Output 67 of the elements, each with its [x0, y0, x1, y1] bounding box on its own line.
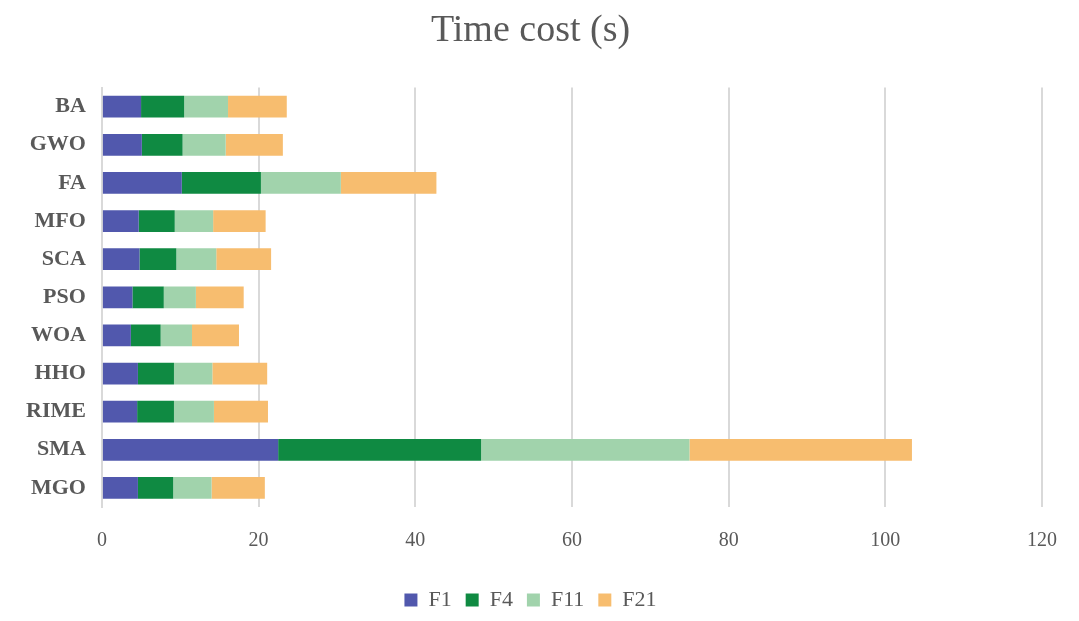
bar — [278, 438, 482, 461]
y-tick-label: FA — [58, 168, 86, 194]
bar — [137, 362, 174, 385]
x-tick-label: 100 — [870, 528, 901, 551]
bar — [130, 324, 161, 347]
bar — [213, 210, 266, 232]
bar — [102, 210, 139, 232]
bar — [182, 133, 226, 156]
x-tick-label: 20 — [248, 528, 269, 551]
bar — [102, 438, 279, 461]
bar — [102, 324, 131, 347]
bar — [132, 286, 164, 309]
bar — [181, 172, 261, 194]
bar — [174, 210, 214, 232]
bar — [216, 248, 272, 271]
bar — [176, 248, 217, 271]
bar — [102, 286, 133, 309]
bar — [173, 362, 213, 385]
y-tick-label: RIME — [26, 397, 86, 423]
x-tick-label: 80 — [718, 528, 739, 551]
bar — [102, 248, 140, 271]
bar — [138, 210, 175, 232]
bar — [195, 286, 244, 309]
bar — [212, 362, 268, 385]
legend-label: F1 — [428, 585, 452, 611]
bar — [102, 172, 182, 194]
bar — [340, 172, 437, 194]
bar — [213, 400, 268, 423]
bar — [689, 438, 912, 461]
y-tick-label: SCA — [41, 244, 86, 270]
bar — [191, 324, 239, 347]
bar — [141, 133, 183, 156]
y-tick-label: BA — [55, 92, 86, 118]
bar — [481, 438, 690, 461]
bar — [260, 172, 341, 194]
bar — [211, 477, 265, 499]
bar — [228, 95, 287, 118]
chart-title: Time cost (s) — [430, 6, 631, 50]
y-tick-label: WOA — [30, 321, 86, 347]
y-tick-label: SMA — [37, 435, 86, 461]
bar — [173, 477, 212, 499]
y-tick-label: MGO — [30, 473, 86, 499]
bar — [173, 400, 214, 423]
bar — [184, 95, 229, 118]
legend-label: F11 — [550, 585, 585, 611]
bar — [163, 286, 196, 309]
bar — [137, 400, 174, 423]
legend-label: F21 — [622, 585, 657, 611]
x-tick-label: 0 — [96, 528, 107, 551]
bar — [141, 95, 185, 118]
bar — [102, 362, 138, 385]
bar — [102, 133, 142, 156]
bar — [139, 248, 177, 271]
bar — [225, 133, 283, 156]
y-tick-label: PSO — [43, 282, 86, 308]
y-tick-label: GWO — [29, 130, 86, 156]
x-tick-label: 120 — [1027, 528, 1057, 551]
legend-label: F4 — [489, 585, 513, 611]
bar — [137, 477, 174, 499]
bar — [102, 400, 138, 423]
y-tick-label: HHO — [34, 359, 86, 385]
bar — [102, 95, 142, 118]
x-tick-label: 40 — [405, 528, 426, 551]
bar — [102, 477, 138, 499]
bar — [160, 324, 192, 347]
y-tick-label: MFO — [34, 206, 86, 232]
x-tick-label: 60 — [561, 528, 582, 551]
